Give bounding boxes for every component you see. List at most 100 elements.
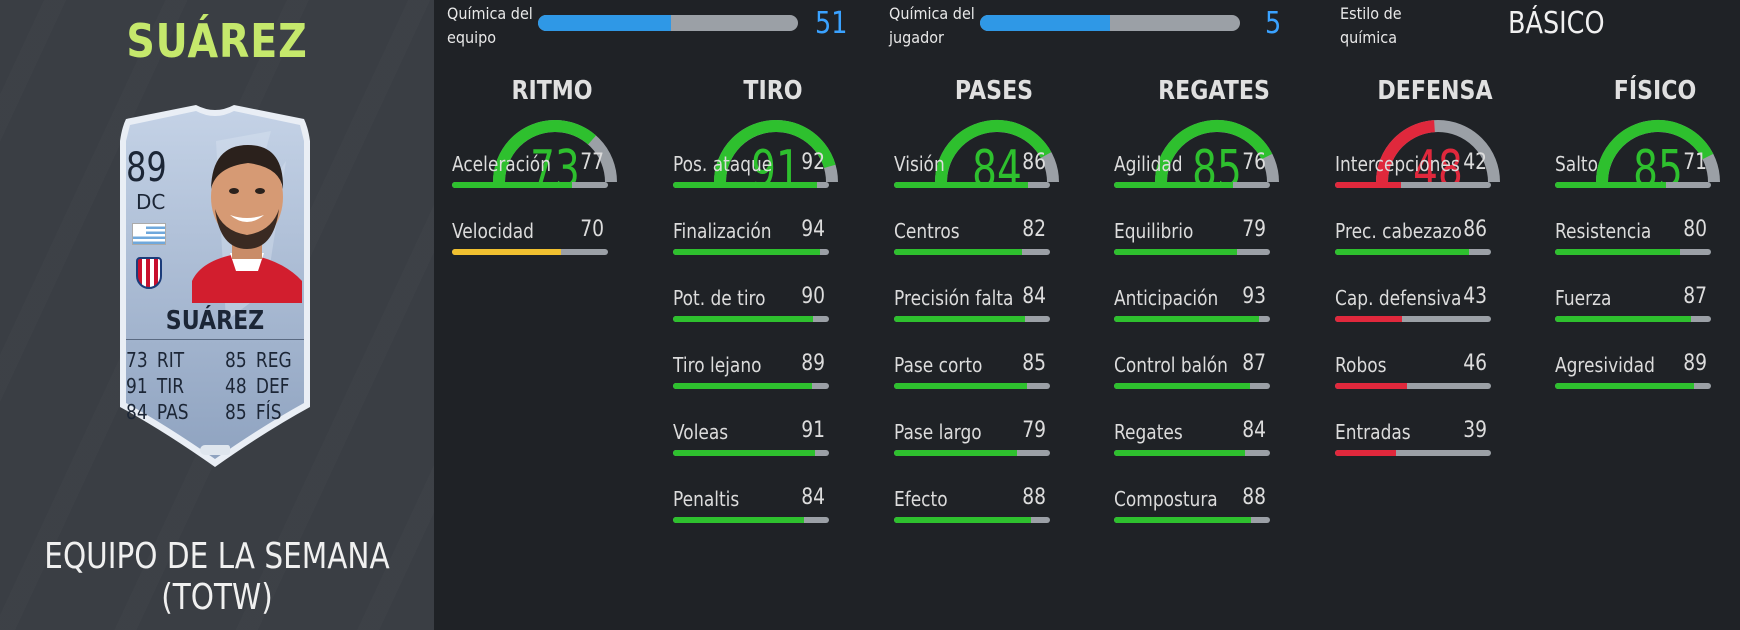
- sub-attribute-label: Finalización: [673, 219, 772, 243]
- attribute-title: REGATES: [1158, 76, 1270, 106]
- chemistry-style-value: BÁSICO: [1508, 6, 1605, 41]
- sub-attribute-bar: [1555, 249, 1711, 255]
- sub-attribute-value: 76: [1242, 150, 1266, 175]
- attribute-gauge: [1376, 120, 1500, 183]
- sub-attribute-label: Anticipación: [1114, 286, 1219, 310]
- sub-attribute-bar: [673, 249, 829, 255]
- player-photo: [182, 131, 312, 303]
- uruguay-flag-icon: [132, 223, 166, 245]
- sub-attribute-row: Control balón 87: [1114, 351, 1284, 413]
- sub-attribute-label: Salto: [1555, 152, 1599, 176]
- sub-attribute-label: Pase largo: [894, 420, 982, 444]
- gauge-fill: [1596, 120, 1714, 183]
- sub-attribute-value: 88: [1242, 485, 1266, 510]
- sub-attribute-bar: [894, 182, 1050, 188]
- sub-attribute-bar: [452, 249, 608, 255]
- sub-attribute-bar-fill: [894, 182, 1029, 188]
- sub-attribute-bar-fill: [673, 316, 814, 322]
- sub-attribute-bar: [673, 450, 829, 456]
- sub-attribute-bar: [1114, 517, 1270, 523]
- sub-attribute-row: Voleas 91: [673, 418, 843, 480]
- sub-attribute-value: 92: [801, 150, 825, 175]
- attribute-gauge: [493, 120, 617, 183]
- sub-attribute-row: Intercepciones 42: [1335, 150, 1505, 212]
- sub-attribute-value: 85: [1022, 351, 1046, 376]
- sub-attribute-bar-fill: [673, 383, 812, 389]
- sub-attribute-label: Intercepciones: [1335, 152, 1460, 176]
- sub-attribute-bar-fill: [1555, 316, 1691, 322]
- sub-attribute-label: Cap. defensiva: [1335, 286, 1462, 310]
- sub-attribute-label: Agilidad: [1114, 152, 1183, 176]
- gauge-fill: [935, 120, 1052, 183]
- attribute-title: FÍSICO: [1613, 76, 1697, 106]
- sub-attribute-bar: [1335, 450, 1491, 456]
- sub-attribute-row: Aceleración 77: [452, 150, 622, 212]
- player-chemistry-label: Química del jugador: [889, 4, 975, 47]
- sub-attribute-value: 84: [1242, 418, 1266, 443]
- sub-attribute-row: Precisión falta 84: [894, 284, 1064, 346]
- gauge-fill: [1155, 120, 1273, 183]
- sub-attribute-bar: [1555, 316, 1711, 322]
- card-type-label: EQUIPO DE LA SEMANA (TOTW): [44, 536, 390, 618]
- sub-attribute-label: Centros: [894, 219, 960, 243]
- sub-attribute-bar: [673, 316, 829, 322]
- sub-attribute-bar: [673, 517, 829, 523]
- sub-attribute-row: Agilidad 76: [1114, 150, 1284, 212]
- sub-attribute-bar-fill: [1114, 249, 1238, 255]
- sub-attribute-bar-fill: [1335, 450, 1396, 456]
- sub-attribute-label: Velocidad: [452, 219, 534, 243]
- sub-attribute-value: 71: [1683, 150, 1707, 175]
- sub-attribute-value: 87: [1683, 284, 1707, 309]
- sub-attribute-value: 90: [801, 284, 825, 309]
- gauge-fill: [1376, 120, 1436, 183]
- sub-attribute-bar: [1114, 249, 1270, 255]
- sub-attribute-row: Pase largo 79: [894, 418, 1064, 480]
- sub-attribute-row: Prec. cabezazo 86: [1335, 217, 1505, 279]
- sub-attribute-value: 84: [1022, 284, 1046, 309]
- sub-attribute-bar-fill: [1555, 249, 1680, 255]
- sub-attribute-value: 88: [1022, 485, 1046, 510]
- sub-attribute-bar: [1335, 182, 1491, 188]
- sub-attribute-bar: [1335, 249, 1491, 255]
- sub-attribute-row: Tiro lejano 89: [673, 351, 843, 413]
- sub-attribute-bar-fill: [673, 450, 815, 456]
- sub-attribute-bar: [894, 249, 1050, 255]
- sub-attribute-row: Anticipación 93: [1114, 284, 1284, 346]
- sub-attribute-label: Prec. cabezazo: [1335, 219, 1462, 243]
- player-card[interactable]: 89 DC SUÁREZ 73 RIT 85 REG 91 TIR 48 DEF: [96, 101, 334, 471]
- gauge-fill: [493, 120, 596, 183]
- attribute-title: RITMO: [511, 76, 593, 106]
- sub-attribute-value: 89: [801, 351, 825, 376]
- sub-attribute-bar-fill: [1114, 450, 1246, 456]
- sub-attribute-row: Efecto 88: [894, 485, 1064, 547]
- card-stat-def: 48 DEF: [225, 374, 290, 398]
- sub-attribute-label: Equilibrio: [1114, 219, 1194, 243]
- sub-attribute-row: Regates 84: [1114, 418, 1284, 480]
- sub-attribute-label: Aceleración: [452, 152, 551, 176]
- sub-attribute-label: Visión: [894, 152, 945, 176]
- sub-attribute-row: Penaltis 84: [673, 485, 843, 547]
- player-name-title: SUÁREZ: [126, 14, 308, 68]
- sub-attribute-value: 39: [1463, 418, 1487, 443]
- attribute-gauge: [714, 120, 838, 183]
- sub-attribute-bar-fill: [1555, 182, 1666, 188]
- card-position: DC: [136, 190, 166, 214]
- sub-attribute-bar: [894, 316, 1050, 322]
- sub-attribute-row: Velocidad 70: [452, 217, 622, 279]
- sub-attribute-label: Voleas: [673, 420, 729, 444]
- card-stat-pas: 84 PAS: [126, 400, 189, 424]
- sub-attribute-label: Regates: [1114, 420, 1183, 444]
- sub-attribute-row: Entradas 39: [1335, 418, 1505, 480]
- attribute-gauge: [935, 120, 1059, 183]
- sub-attribute-bar-fill: [894, 450, 1018, 456]
- sub-attribute-bar: [1114, 182, 1270, 188]
- sub-attribute-bar-fill: [894, 383, 1027, 389]
- sub-attribute-bar-fill: [452, 249, 562, 255]
- sub-attribute-bar: [894, 517, 1050, 523]
- sub-attribute-row: Finalización 94: [673, 217, 843, 279]
- sub-attribute-bar-fill: [1335, 249, 1470, 255]
- sub-attribute-bar-fill: [673, 182, 817, 188]
- sub-attribute-label: Agresividad: [1555, 353, 1655, 377]
- sub-attribute-row: Pot. de tiro 90: [673, 284, 843, 346]
- sub-attribute-value: 94: [801, 217, 825, 242]
